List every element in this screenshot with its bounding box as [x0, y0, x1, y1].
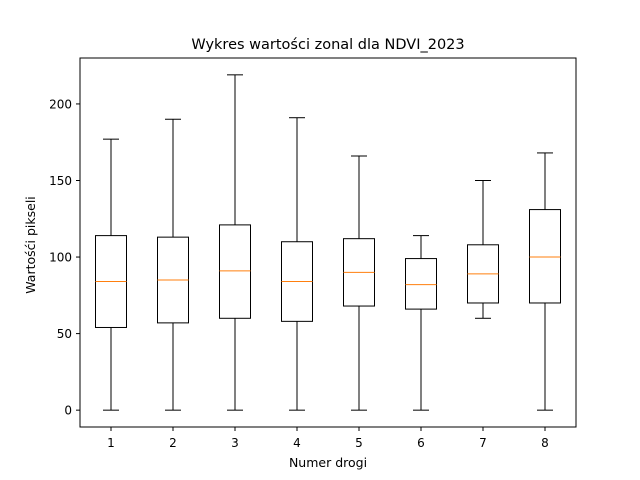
y-axis: 0 50 100 150 200 — [49, 97, 80, 418]
box-2 — [157, 118, 189, 411]
plot-frame — [79, 57, 577, 428]
box-1 — [95, 138, 127, 411]
box-3 — [219, 74, 251, 411]
iqr-box — [219, 224, 251, 319]
box-4 — [281, 117, 313, 411]
x-tick-label: 1 — [107, 436, 115, 450]
x-tick-label: 8 — [541, 436, 549, 450]
chart-marks — [95, 74, 561, 411]
iqr-box — [529, 209, 561, 304]
box-7 — [467, 179, 499, 319]
x-tick-label: 5 — [355, 436, 363, 450]
x-tick-label: 6 — [417, 436, 425, 450]
x-axis: 1 2 3 4 5 6 7 8 — [107, 427, 549, 450]
x-tick-label: 3 — [231, 436, 239, 450]
box-5 — [343, 155, 375, 411]
x-tick-label: 4 — [293, 436, 301, 450]
x-axis-label: Numer drogi — [289, 455, 367, 470]
y-axis-label: Wartośći pikseli — [23, 196, 38, 294]
iqr-box — [405, 258, 437, 310]
y-tick-label: 100 — [49, 251, 72, 265]
box-6 — [405, 235, 437, 411]
y-tick-label: 200 — [49, 97, 72, 111]
chart-title: Wykres wartości zonal dla NDVI_2023 — [191, 37, 464, 53]
box-8 — [529, 152, 561, 411]
x-tick-label: 7 — [479, 436, 487, 450]
x-tick-label: 2 — [169, 436, 177, 450]
y-tick-label: 150 — [49, 174, 72, 188]
y-tick-label: 0 — [64, 404, 72, 418]
y-tick-label: 50 — [57, 327, 72, 341]
